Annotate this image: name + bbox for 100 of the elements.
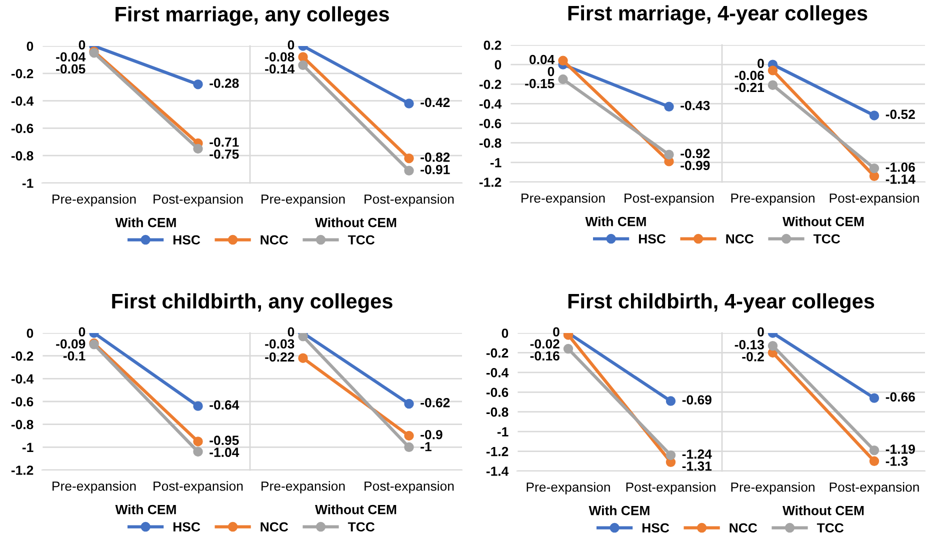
y-tick-label: -0.6 — [11, 397, 34, 406]
y-tick-label: -1.4 — [486, 466, 509, 476]
data-label: -1.3 — [886, 456, 908, 466]
y-tick-label: 0 — [494, 60, 502, 70]
data-label: -0.04 — [56, 52, 86, 62]
point — [193, 80, 203, 90]
data-label: -0.64 — [210, 400, 240, 410]
point — [193, 144, 203, 154]
data-label: -0.92 — [680, 148, 710, 158]
x-axis-title: With CEM — [115, 218, 176, 228]
point — [869, 456, 880, 466]
point — [666, 396, 676, 406]
legend-label: NCC — [730, 523, 758, 533]
x-tick-label: Post-expansion — [154, 481, 243, 494]
legend-label: HSC — [173, 235, 200, 245]
data-label: -0.08 — [265, 52, 294, 62]
point — [768, 66, 778, 76]
data-label: 0 — [288, 327, 294, 337]
point — [869, 110, 880, 120]
data-label: -0.05 — [56, 64, 86, 74]
x-axis-title: Without CEM — [315, 218, 396, 228]
point — [869, 163, 880, 174]
data-label: 0 — [758, 58, 764, 68]
data-label: -1.14 — [886, 174, 916, 184]
data-label: -0.06 — [734, 70, 764, 80]
data-label: -0.71 — [210, 137, 239, 147]
x-tick-label: Pre-expansion — [262, 481, 345, 494]
y-tick-label: -0.2 — [11, 68, 34, 78]
data-label: 0 — [758, 327, 764, 337]
legend-label: NCC — [726, 234, 754, 244]
legend-label: TCC — [816, 523, 844, 533]
data-label: -0.75 — [210, 149, 239, 159]
x-tick-label: Pre-expansion — [731, 482, 814, 494]
data-label: -0.42 — [420, 98, 450, 108]
point — [558, 74, 568, 84]
y-tick-label: -1.2 — [11, 466, 34, 475]
data-label: 0 — [78, 40, 86, 50]
point — [869, 445, 880, 456]
x-tick-label: Post-expansion — [830, 482, 919, 494]
data-label: -0.43 — [680, 100, 710, 110]
y-tick-label: -0.4 — [11, 374, 34, 384]
y-tick-label: -0.8 — [486, 407, 508, 417]
legend-label: TCC — [813, 234, 840, 244]
y-tick-label: -1 — [22, 178, 34, 188]
data-label: -0.03 — [265, 339, 294, 349]
legend-label: HSC — [638, 234, 666, 244]
chart-title: First marriage, 4-year colleges — [568, 5, 868, 25]
legend-label: HSC — [642, 523, 670, 533]
point — [298, 333, 308, 342]
point — [558, 56, 568, 66]
data-label: -0.21 — [734, 82, 764, 92]
data-label: -0.91 — [420, 164, 450, 174]
x-tick-label: Post-expansion — [364, 481, 454, 494]
data-label: -1.06 — [886, 162, 915, 172]
point — [768, 80, 778, 90]
point — [404, 153, 414, 164]
x-tick-label: Pre-expansion — [522, 193, 605, 206]
y-tick-label: -0.2 — [479, 80, 502, 90]
data-label: -0.1 — [63, 351, 86, 361]
x-axis-title: Without CEM — [782, 216, 864, 226]
data-label: -0.69 — [682, 395, 712, 405]
legend-label: TCC — [348, 522, 375, 532]
y-tick-label: -0.6 — [479, 118, 502, 128]
point — [193, 401, 203, 411]
y-tick-label: -1.2 — [486, 446, 508, 456]
data-label: -0.02 — [530, 339, 560, 349]
y-tick-label: -1 — [497, 427, 508, 436]
data-label: -0.14 — [265, 64, 295, 74]
x-tick-label: Pre-expansion — [526, 482, 610, 494]
data-label: 0 — [548, 66, 554, 76]
point — [404, 98, 414, 108]
point — [404, 398, 414, 409]
x-axis-title: With CEM — [585, 216, 646, 226]
data-label: -0.16 — [530, 351, 560, 361]
data-label: -0.52 — [886, 110, 915, 119]
x-tick-label: Pre-expansion — [52, 194, 136, 206]
x-tick-label: Post-expansion — [624, 193, 714, 206]
y-tick-label: -0.2 — [486, 348, 508, 358]
data-label: -0.2 — [742, 352, 764, 362]
y-tick-label: -1 — [490, 158, 502, 168]
y-tick-label: -1.2 — [479, 178, 502, 187]
data-label: 0 — [288, 40, 294, 50]
y-tick-label: -0.4 — [486, 368, 509, 378]
y-tick-label: 0 — [26, 328, 34, 338]
legend-label: NCC — [260, 235, 288, 245]
legend-label: HSC — [173, 522, 200, 532]
point — [193, 446, 203, 457]
data-label: 0 — [553, 327, 560, 337]
data-label: -1.04 — [210, 448, 240, 457]
y-tick-label: -0.8 — [479, 138, 502, 148]
y-tick-label: -0.4 — [479, 99, 502, 109]
data-label: -1.19 — [886, 444, 915, 454]
y-tick-label: 0 — [502, 328, 508, 338]
x-tick-label: Post-expansion — [364, 194, 454, 206]
data-label: -0.22 — [265, 352, 294, 362]
x-axis-title: With CEM — [588, 506, 650, 516]
y-tick-label: -0.8 — [11, 420, 34, 430]
data-label: -1.31 — [682, 461, 712, 471]
x-axis-title: Without CEM — [315, 504, 396, 514]
point — [404, 442, 414, 452]
